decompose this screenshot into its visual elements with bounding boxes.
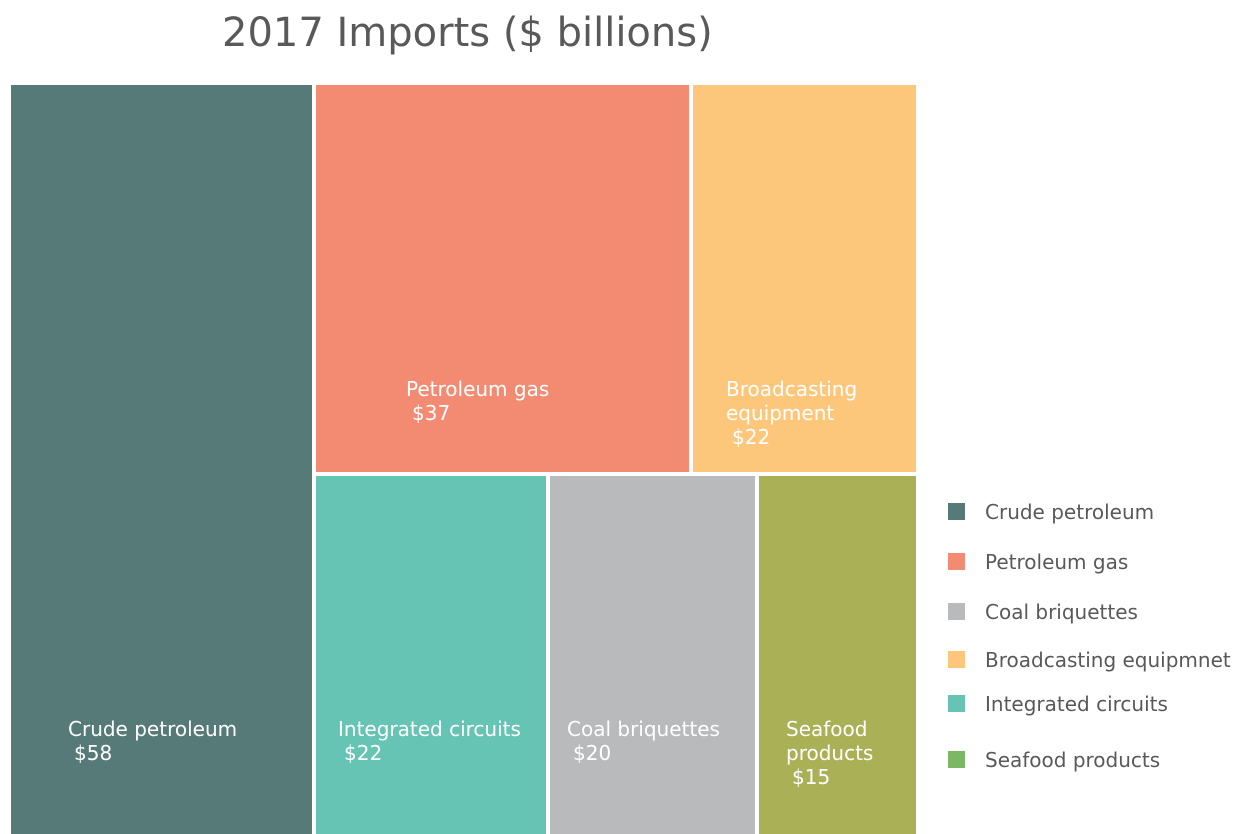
treemap-tile: Seafood products $15 xyxy=(759,476,916,834)
legend-swatch xyxy=(948,695,965,712)
legend-item: Seafood products xyxy=(948,748,1160,772)
legend-item: Petroleum gas xyxy=(948,550,1128,574)
tile-label: Crude petroleum $58 xyxy=(68,717,308,765)
tile-label: Coal briquettes $20 xyxy=(567,717,752,765)
tile-label: Seafood products $15 xyxy=(786,717,896,789)
legend-label: Integrated circuits xyxy=(985,692,1168,716)
legend-swatch xyxy=(948,751,965,768)
treemap-tile: Petroleum gas $37 xyxy=(316,85,689,472)
tile-value: $37 xyxy=(412,401,451,425)
tile-name: Broadcasting equipment xyxy=(726,377,858,425)
legend-label: Seafood products xyxy=(985,748,1161,772)
tile-value: $58 xyxy=(74,741,113,765)
treemap-tile: Crude petroleum $58 xyxy=(11,85,312,834)
tile-label: Integrated circuits $22 xyxy=(338,717,538,765)
tile-value: $15 xyxy=(792,765,831,789)
legend-item: Broadcasting equipmnet xyxy=(948,648,1231,672)
tile-name: Crude petroleum xyxy=(68,717,238,741)
chart-title: 2017 Imports ($ billions) xyxy=(222,10,713,56)
tile-name: Petroleum gas xyxy=(406,377,550,401)
tile-name: Integrated circuits xyxy=(338,717,521,741)
legend-swatch xyxy=(948,553,965,570)
tile-value: $22 xyxy=(344,741,383,765)
tile-name: Seafood products xyxy=(786,717,874,765)
legend-label: Petroleum gas xyxy=(985,550,1129,574)
tile-value: $22 xyxy=(732,425,771,449)
tile-label: Petroleum gas $37 xyxy=(406,377,656,425)
legend-item: Integrated circuits xyxy=(948,692,1168,716)
treemap-tile: Integrated circuits $22 xyxy=(316,476,546,834)
tile-value: $20 xyxy=(573,741,612,765)
legend-label: Crude petroleum xyxy=(985,500,1155,524)
legend-label: Coal briquettes xyxy=(985,600,1138,624)
legend-swatch xyxy=(948,651,965,668)
tile-name: Coal briquettes xyxy=(567,717,720,741)
legend-label: Broadcasting equipmnet xyxy=(985,648,1231,672)
legend-item: Crude petroleum xyxy=(948,500,1154,524)
treemap-tile: Coal briquettes $20 xyxy=(550,476,755,834)
legend-item: Coal briquettes xyxy=(948,600,1138,624)
legend-swatch xyxy=(948,603,965,620)
tile-label: Broadcasting equipment $22 xyxy=(726,377,876,449)
legend-swatch xyxy=(948,503,965,520)
treemap-tile: Broadcasting equipment $22 xyxy=(693,85,916,472)
